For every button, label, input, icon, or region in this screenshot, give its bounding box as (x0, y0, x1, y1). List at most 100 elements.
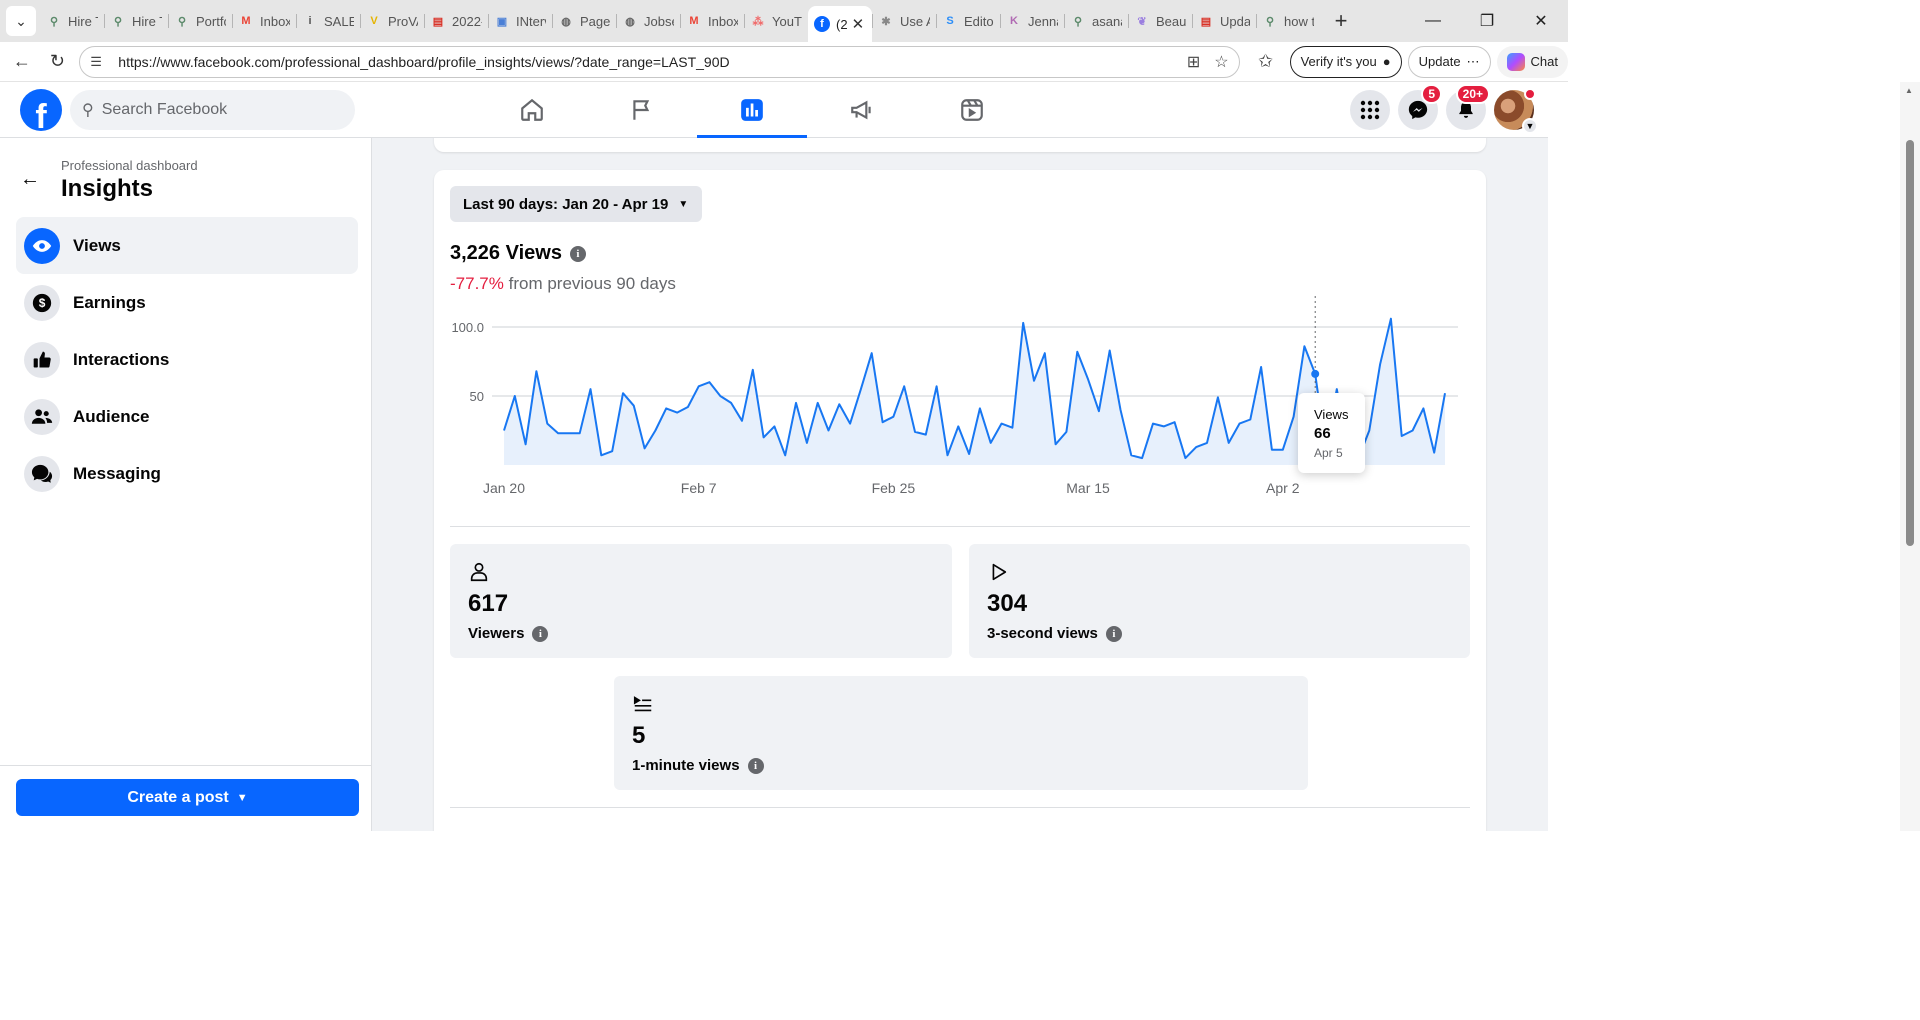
create-post-label: Create a post (127, 788, 229, 806)
facebook-logo-icon[interactable]: f (20, 88, 62, 131)
browser-tab[interactable]: ⚲ Hire T (104, 5, 168, 37)
views-card: Last 90 days: Jan 20 - Apr 19 ▼ 3,226 Vi… (434, 170, 1486, 831)
info-icon[interactable]: i (532, 625, 549, 642)
copilot-chat-button[interactable]: Chat (1496, 45, 1569, 78)
home-tab[interactable] (477, 82, 587, 138)
browser-tab[interactable]: M Inbox (232, 5, 296, 37)
star-icon: ✱ (881, 15, 891, 28)
browser-tab-label: 2022- (452, 13, 482, 29)
browser-tab-bar: ⌄ ⚲ Hire T ⚲ Hire T ⚲ Portfo M Inbox i SALES V ProV… (0, 0, 1568, 42)
browser-tab-label: Inbox (260, 13, 290, 29)
close-window-icon[interactable]: ✕ (1534, 13, 1548, 30)
browser-tab[interactable]: K Jenna (1000, 5, 1064, 37)
update-button[interactable]: Update ⋯ (1407, 45, 1491, 78)
butterfly-icon: ❦ (1137, 15, 1147, 28)
insights-sidebar: ← Professional dashboard Insights Views … (0, 138, 372, 831)
favorite-star-icon[interactable]: ☆ (1214, 53, 1229, 71)
sidebar-item-label: Audience (73, 406, 150, 426)
search-icon: ⚲ (1265, 15, 1275, 28)
page-scrollbar[interactable]: ▲ (1900, 82, 1920, 831)
grid-menu-icon (1360, 100, 1380, 120)
browser-tab[interactable]: ❦ Beaut (1128, 5, 1192, 37)
browser-tab[interactable]: ◍ Page (552, 5, 616, 37)
account-avatar[interactable]: ▼ (1494, 88, 1538, 134)
browser-tab[interactable]: ⚲ how t (1256, 5, 1320, 37)
insights-main: Last 90 days: Jan 20 - Apr 19 ▼ 3,226 Vi… (372, 138, 1548, 831)
messenger-badge: 5 (1421, 84, 1442, 104)
url-field[interactable]: ☰ https://www.facebook.com/professional_… (79, 45, 1240, 78)
browser-tab[interactable]: ⚲ Portfo (168, 5, 232, 37)
info-icon[interactable]: i (747, 757, 764, 774)
chart-tooltip: Views 66 Apr 5 (1298, 393, 1365, 473)
minimize-icon[interactable]: — (1425, 12, 1441, 29)
browser-tab[interactable]: i SALES (296, 5, 360, 37)
info-icon[interactable]: i (569, 245, 586, 262)
megaphone-icon (851, 100, 871, 120)
metric-value: 5 (632, 722, 646, 749)
tabs-card-bottom (434, 138, 1486, 152)
sidebar-item-views[interactable]: Views (16, 217, 358, 274)
messenger-button[interactable]: 5 (1398, 84, 1442, 130)
metric-label: Viewers (468, 625, 525, 642)
sidebar-item-interactions[interactable]: Interactions (16, 331, 358, 388)
total-views-label: 3,226 Views (450, 242, 562, 264)
logo-letter: f (35, 97, 47, 131)
sidebar-item-label: Earnings (73, 292, 146, 312)
browser-tab-label: (2 (836, 16, 848, 32)
browser-tab-label: INterv (516, 13, 546, 29)
tab-list-chevron-icon[interactable]: ⌄ (6, 6, 36, 36)
reels-tab[interactable] (917, 82, 1027, 138)
browser-tab[interactable]: f (2 ✕ (808, 6, 872, 42)
apps-grid-icon[interactable]: ⊞ (1186, 53, 1201, 71)
close-tab-icon[interactable]: ✕ (851, 16, 865, 33)
browser-tab-label: Hire T (132, 13, 162, 29)
browser-tab[interactable]: ⚲ asana (1064, 5, 1128, 37)
back-arrow-icon[interactable]: ← (12, 51, 31, 71)
browser-tab[interactable]: ⁂ YouTu (744, 5, 808, 37)
browser-tab[interactable]: ▤ 2022- (424, 5, 488, 37)
create-post-button[interactable]: Create a post ▼ (16, 779, 359, 816)
svg-text:$: $ (39, 296, 46, 310)
browser-tab-label: Hire T (68, 13, 98, 29)
search-facebook-input[interactable]: ⚲ Search Facebook (70, 89, 355, 130)
browser-tab[interactable]: ▣ INterv (488, 5, 552, 37)
back-arrow-icon[interactable]: ← (20, 168, 40, 190)
browser-tab[interactable]: M Inbox (680, 5, 744, 37)
metric-1-minute-views: 5 1-minute views i (614, 676, 1308, 790)
sidebar-item-audience[interactable]: Audience (16, 388, 358, 445)
pages-tab[interactable] (587, 82, 697, 138)
metric-value: 304 (987, 590, 1028, 617)
x-tick-label: Feb 7 (681, 480, 717, 496)
browser-tab[interactable]: ▤ Updat (1192, 5, 1256, 37)
notifications-button[interactable]: 20+ (1446, 84, 1490, 130)
sidebar-item-messaging[interactable]: Messaging (16, 445, 358, 502)
browser-tab-label: Inbox (708, 13, 738, 29)
browser-tab[interactable]: V ProVA (360, 5, 424, 37)
favorites-icon[interactable]: ✩ (1258, 51, 1274, 71)
views-chart[interactable]: 100.0 50 Jan 20 Feb 7 Feb 25 Mar 15 Apr 2 (434, 290, 1486, 505)
browser-tab-label: asana (1092, 13, 1122, 29)
status-dot (1524, 88, 1536, 100)
verify-button[interactable]: Verify it's you ● (1289, 45, 1402, 78)
scroll-thumb[interactable] (1906, 140, 1914, 546)
browser-tab[interactable]: ⚲ Hire T (40, 5, 104, 37)
insights-tab[interactable] (697, 82, 807, 138)
browser-tab[interactable]: ✱ Use A (872, 5, 936, 37)
flag-icon (633, 100, 650, 120)
info-icon[interactable]: i (1105, 625, 1122, 642)
site-info-icon[interactable]: ☰ (90, 53, 102, 69)
facebook-top-bar: f ⚲ Search Facebook 5 20+ (0, 82, 1548, 138)
browser-tab[interactable]: ◍ Jobse (616, 5, 680, 37)
total-views: 3,226 Views i (450, 242, 586, 265)
scroll-up-icon[interactable]: ▲ (1905, 86, 1913, 95)
date-range-dropdown[interactable]: Last 90 days: Jan 20 - Apr 19 ▼ (450, 186, 703, 222)
browser-tab[interactable]: S Editor (936, 5, 1000, 37)
sidebar-item-earnings[interactable]: $ Earnings (16, 274, 358, 331)
menu-button[interactable] (1350, 90, 1390, 130)
new-tab-plus-icon[interactable]: + (1334, 8, 1348, 33)
reload-icon[interactable]: ↻ (49, 51, 65, 71)
ads-tab[interactable] (807, 82, 917, 138)
pdf-icon: ▤ (1200, 15, 1212, 28)
restore-icon[interactable]: ❐ (1479, 13, 1495, 30)
sidebar-menu: Views $ Earnings Interactions Audience M… (0, 217, 371, 502)
